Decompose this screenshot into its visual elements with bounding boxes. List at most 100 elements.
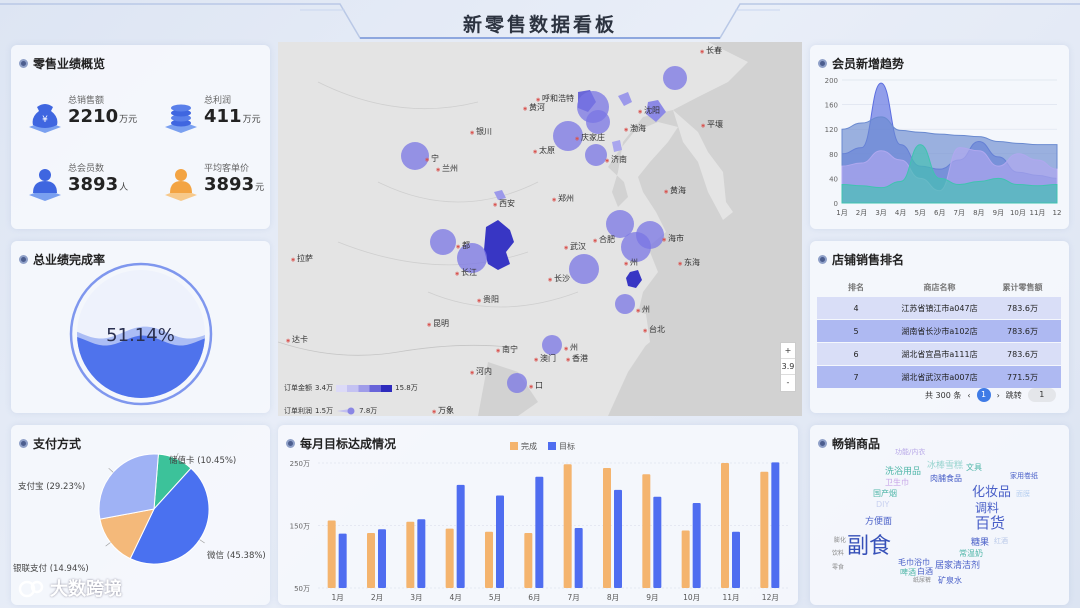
city-dot-icon: ◉	[291, 257, 297, 263]
x-tick-label: 11月	[1029, 209, 1045, 217]
panel-title: 畅销商品	[818, 435, 880, 452]
x-tick-label: 8月	[607, 593, 619, 602]
legend-profit-max: 7.8万	[359, 407, 378, 415]
word-item: 家用卷纸	[1010, 472, 1038, 480]
bar	[535, 476, 544, 588]
word-item: 纸尿裤	[913, 577, 932, 584]
header: 新零售数据看板	[0, 0, 1080, 44]
title-dot-icon	[19, 439, 28, 448]
y-tick-label: 50万	[294, 585, 310, 593]
kpi-value: 411	[204, 106, 242, 127]
title-dot-icon	[286, 439, 295, 448]
payment-pie-chart: 储值卡 (10.45%) 微信 (45.38%) 银联支付 (14.94%) 支付宝 …	[13, 452, 266, 574]
bar	[563, 464, 572, 588]
panel-title: 支付方式	[19, 435, 81, 452]
member-area-chart: 0 40 80 120 160 200 1月 2月 3月 4月 5月 6月 7月 8月 9月 10月 11月 12	[825, 77, 1062, 217]
person-icon	[165, 169, 197, 201]
legend-amount-label: 订单金额	[284, 384, 312, 392]
next-page-icon[interactable]: ›	[996, 390, 1000, 400]
x-tick-label: 9月	[646, 593, 658, 602]
legend-profit-label: 订单利润	[284, 407, 312, 415]
city-name: 西安	[498, 199, 515, 208]
city-dot-icon: ◉	[286, 338, 292, 344]
city-name: 海市	[667, 234, 684, 243]
bar	[732, 531, 740, 588]
payment-title: 支付方式	[33, 437, 82, 451]
city-name: 合肥	[598, 235, 615, 244]
zoom-out-button[interactable]: -	[786, 378, 790, 387]
city-dot-icon: ◉	[700, 49, 706, 55]
area-series	[841, 144, 1058, 204]
word-item: 白酒	[917, 567, 933, 576]
city-name: 口	[534, 381, 543, 390]
word-item: 糖果	[971, 538, 990, 548]
map-bubble	[401, 142, 429, 170]
map-bubble	[615, 294, 635, 314]
map-canvas[interactable]	[278, 42, 802, 416]
kpi-unit: 人	[119, 183, 129, 193]
sales-map[interactable]: ◉ 长春 ◉ 呼和浩特 ◉ 沈阳 ◉ 渤海 ◉ 平壤 ◉ 黄河 ◉ 银川 ◉ 太原 ◉ 济南 ◉ …	[278, 42, 802, 416]
bar	[574, 528, 583, 588]
title-dot-icon	[818, 439, 827, 448]
city-name: 达卡	[291, 335, 308, 344]
city-label: ◉ 万象	[432, 405, 454, 416]
city-label: ◉ 州	[636, 304, 650, 315]
y-tick-label: 40	[829, 175, 838, 183]
x-tick-label: 8月	[973, 209, 984, 217]
kpi-unit: 元	[255, 183, 265, 193]
word-item: 卫生巾	[885, 478, 909, 487]
bar	[760, 471, 769, 588]
table-row[interactable]: 6 湖北省宜昌市a111店 783.6万	[817, 343, 1061, 365]
current-page[interactable]: 1	[976, 388, 991, 402]
page-title: 新零售数据看板	[462, 14, 617, 36]
title-dot-icon	[818, 255, 827, 264]
map-zoom-control: + 3.9 -	[780, 342, 796, 392]
bar	[338, 533, 347, 588]
legend-swatch	[548, 442, 556, 450]
table-row[interactable]: 7 湖北省武汉市a007店 771.5万	[817, 366, 1061, 388]
table-row[interactable]: 5 湖南省长沙市a102店 783.6万	[817, 320, 1061, 342]
zoom-in-button[interactable]: +	[781, 343, 795, 359]
city-name: 济南	[610, 155, 627, 164]
city-label: ◉ 兰州	[436, 163, 458, 174]
word-item: 啤酒	[900, 568, 916, 577]
city-name: 都	[461, 241, 470, 250]
x-tick-label: 10月	[683, 593, 700, 602]
x-tick-label: 10月	[1010, 209, 1026, 217]
panel-title: 店铺销售排名	[818, 251, 904, 268]
city-name: 太原	[538, 146, 555, 155]
jump-input[interactable]: 1	[1027, 388, 1056, 402]
member-panel: 会员新增趋势 0 40 80 120 160 200 1月 2月 3月 4月 5月 6月 7月 8月 9月 1…	[810, 45, 1069, 229]
city-label: ◉ 太原	[533, 145, 555, 156]
kpi-value: 3893	[204, 174, 255, 195]
bar	[771, 462, 780, 588]
cell-rank: 6	[853, 349, 859, 359]
map-bubble	[569, 254, 599, 284]
city-dot-icon: ◉	[643, 328, 649, 334]
city-label: ◉ 济南	[605, 154, 627, 165]
city-name: 长沙	[553, 274, 570, 283]
y-tick-label: 0	[834, 200, 838, 208]
y-tick-label: 120	[825, 126, 838, 134]
word-item: 肉脯食品	[930, 474, 962, 483]
cell-sales: 783.6万	[1007, 326, 1038, 336]
table-header: 排名 商店名称 累计零售额	[817, 277, 1061, 297]
word-item: 面膜	[1016, 490, 1030, 498]
city-dot-icon: ◉	[605, 158, 611, 164]
map-bubble	[507, 373, 527, 393]
city-dot-icon: ◉	[436, 167, 442, 173]
pie-leader-line	[175, 452, 179, 459]
city-name: 东海	[683, 258, 700, 267]
city-name: 拉萨	[296, 254, 313, 263]
prev-page-icon[interactable]: ‹	[967, 390, 971, 400]
city-name: 南宁	[501, 345, 518, 354]
x-tick-label: 1月	[332, 593, 344, 602]
ranking-title: 店铺销售排名	[832, 253, 905, 267]
x-tick-label: 7月	[568, 593, 580, 602]
table-row[interactable]: 4 江苏省镇江市a047店 783.6万	[817, 297, 1061, 319]
city-label: ◉ 武汉	[564, 241, 586, 252]
word-item: 副食	[847, 534, 892, 559]
liquid-gauge	[69, 262, 213, 406]
bar	[524, 533, 533, 588]
city-label: ◉ 海市	[662, 233, 684, 244]
